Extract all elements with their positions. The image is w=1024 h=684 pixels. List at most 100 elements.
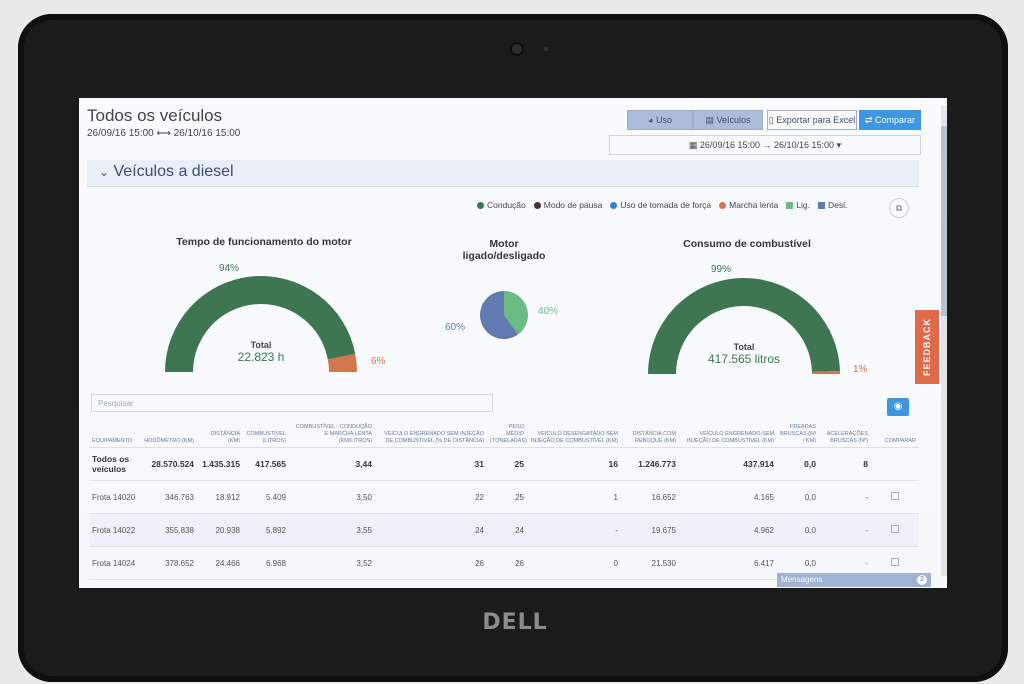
table-cell: 21.530 (621, 546, 679, 580)
messages-count-badge: 2 (917, 575, 927, 585)
table-header-cell[interactable]: VEÍCULO ENGRENADO SEM INJEÇÃO DE COMBUST… (679, 422, 777, 448)
legend-label: Uso de tomada de força (620, 200, 712, 210)
app-screen: Todos os veículos 26/09/16 15:00 ⟷ 26/10… (79, 98, 947, 588)
legend-label: Desl. (827, 200, 848, 210)
table-cell: 26 (375, 546, 487, 580)
legend-label: Lig. (796, 200, 810, 210)
table-row[interactable]: Frota 14020 346.763 18.912 5.409 3,50 22 25 1 16… (89, 480, 919, 514)
table-cell: 6.968 (243, 546, 289, 580)
export-excel-button[interactable]: ▯ Exportar para Excel (767, 110, 857, 130)
table-cell: 28.570.524 (141, 447, 197, 481)
motor-pie-on-slice (504, 291, 528, 335)
table-cell (871, 447, 919, 481)
table-cell: - (819, 480, 871, 514)
table-header-cell[interactable]: VEÍCULO DESENGATADO SEM INJEÇÃO DE COMBU… (527, 422, 621, 448)
chart-legend: Condução Modo de pausa Uso de tomada de fo… (477, 200, 855, 210)
veiculos-label: Veículos (716, 115, 751, 125)
table-cell: 16.652 (621, 480, 679, 514)
calendar-icon: ▦ (688, 140, 698, 150)
table-row[interactable]: Todos os veículos 28.570.524 1.435.315 417.… (89, 447, 919, 481)
checkbox-icon[interactable] (891, 525, 899, 533)
uso-button[interactable]: ◕ Uso (627, 110, 693, 130)
fuel-total-label: Total (733, 342, 755, 352)
checkbox-icon[interactable] (891, 558, 899, 566)
table-cell: 437.914 (679, 447, 777, 481)
table-cell: 20.938 (197, 513, 243, 547)
table-cell: 1.246.773 (621, 447, 679, 481)
document-icon: ▯ (768, 115, 774, 125)
table-cell: Frota 14020 (89, 480, 141, 514)
compare-checkbox[interactable] (871, 480, 919, 514)
legend-item: Condução (477, 200, 526, 210)
table-header-cell[interactable]: COMBUSTÍVEL (LITROS) (243, 422, 289, 448)
compare-button[interactable]: ⇄ Comparar (859, 110, 921, 130)
checkbox-icon[interactable] (891, 492, 899, 500)
table-header-row: EQUIPAMENTO HODÔMETRO (KM) DISTÂNCIA (KM) C… (89, 422, 919, 448)
scrollbar-track[interactable] (941, 106, 947, 576)
table-cell: 346.763 (141, 480, 197, 514)
table-cell: 1.435.315 (197, 447, 243, 481)
table-row[interactable]: Frota 14022 355.838 20.938 5.892 3,55 24 24-19… (89, 513, 919, 547)
veiculos-button[interactable]: ▤ Veículos (693, 110, 763, 130)
table-cell: 5.409 (243, 480, 289, 514)
table-cell: 3,55 (289, 513, 375, 547)
table-row[interactable]: Frota 14024 378.652 24.466 6.968 3,52 26 26 0 21… (89, 546, 919, 580)
legend-marker (610, 202, 618, 209)
table-cell: - (527, 513, 621, 547)
legend-marker (817, 202, 825, 209)
table-cell: 0,0 (777, 513, 819, 547)
fuel-gauge-minor-pct: 1% (853, 364, 868, 375)
table-cell: 3,44 (289, 447, 375, 481)
table-cell: 8 (819, 447, 871, 481)
compare-checkbox[interactable] (871, 513, 919, 547)
motor-pie-title-line1: Motor (489, 238, 519, 250)
fuel-gauge-chart (648, 277, 840, 374)
table-header-cell[interactable]: COMBUSTÍVEL - CONDUÇÃO E MARCHA LENTA (K… (289, 422, 375, 448)
webcam-icon (512, 44, 522, 54)
table-cell: 16 (527, 447, 621, 481)
table-cell: 18.912 (197, 480, 243, 514)
motor-pie-off-slice (480, 291, 519, 339)
date-picker[interactable]: ▦ 26/09/16 15:00 → 26/10/16 15:00 ▾ (609, 135, 921, 155)
vehicles-table: EQUIPAMENTO HODÔMETRO (KM) DISTÂNCIA (KM) C… (89, 422, 919, 580)
table-cell: 1 (527, 480, 621, 514)
table-header-cell[interactable]: DISTÂNCIA (KM) (197, 422, 243, 448)
fuel-gauge-title: Consumo de combustível (683, 238, 811, 250)
table-header-cell[interactable]: ACELERAÇÕES BRUSCAS (Nº) (819, 422, 871, 448)
table-header-cell[interactable]: VEÍCULO ENGRENADO SEM INJEÇÃO DE COMBUST… (375, 422, 487, 448)
table-cell: 378.652 (141, 546, 197, 580)
fuel-gauge-main-arc (648, 277, 840, 374)
table-cell: 6.417 (679, 546, 777, 580)
motor-pie-title: Motor ligado/desligado (449, 238, 559, 262)
motor-pie-on-pct: 40% (538, 306, 559, 317)
table-cell: 417.565 (243, 447, 289, 481)
table-cell: 22 (375, 480, 487, 514)
copy-icon[interactable]: ⧉ (889, 198, 909, 218)
table-header-cell[interactable]: EQUIPAMENTO (89, 422, 141, 448)
legend-item: Marcha lenta (719, 200, 778, 210)
table-cell: 25 (487, 447, 527, 481)
engine-gauge-minor-arc (327, 354, 357, 372)
table-header-cell[interactable]: HODÔMETRO (KM) (141, 422, 197, 448)
table-header-cell[interactable]: DISTÂNCIA COM REBOQUE (KM) (621, 422, 679, 448)
table-header-cell[interactable]: PESO MÉDIO (TONELADAS) (487, 422, 527, 448)
dell-logo: DELL (482, 610, 548, 635)
table-cell: 19.675 (621, 513, 679, 547)
eye-icon[interactable]: ◉ (887, 398, 909, 416)
table-header-cell[interactable]: FREADAS BRUSCAS (Nº / KM) (777, 422, 819, 448)
engine-gauge-main-pct: 94% (219, 263, 240, 274)
table-header-cell[interactable]: COMPARAR (871, 422, 919, 448)
legend-marker (719, 202, 727, 209)
engine-total-label: Total (250, 340, 272, 350)
search-input[interactable]: Pesquisar (91, 394, 493, 412)
messages-bar[interactable]: Mensagens 2 (777, 573, 931, 587)
feedback-tab[interactable]: FEEDBACK (915, 310, 939, 384)
section-header[interactable]: ⌄ Veículos a diesel (87, 160, 919, 187)
table-cell: 4.962 (679, 513, 777, 547)
legend-item: Uso de tomada de força (610, 200, 711, 210)
scrollbar-thumb[interactable] (941, 126, 947, 316)
motor-pie-title-line2: ligado/desligado (462, 250, 546, 262)
caret-down-icon: ▾ (836, 140, 842, 150)
table-cell: 355.838 (141, 513, 197, 547)
table-cell: 26 (487, 546, 527, 580)
